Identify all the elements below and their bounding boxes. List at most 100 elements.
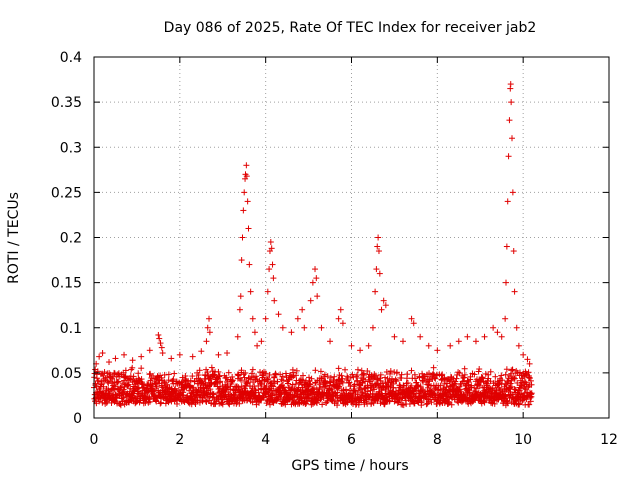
data-point-marker (99, 350, 106, 357)
data-point-marker (243, 173, 250, 180)
data-point-marker (101, 369, 108, 376)
data-point-marker (254, 342, 261, 349)
data-point-marker (386, 398, 393, 405)
data-point-marker (383, 369, 390, 376)
data-point-marker (157, 340, 164, 347)
data-point-marker (375, 248, 382, 255)
data-point-marker (509, 366, 516, 373)
data-point-marker (168, 355, 175, 362)
data-point-marker (373, 266, 380, 273)
data-point-marker (129, 364, 136, 371)
data-point-marker (504, 400, 511, 407)
data-point-marker (213, 380, 220, 387)
data-point-marker (196, 367, 203, 374)
data-point-marker (507, 81, 514, 88)
data-point-marker (198, 348, 205, 355)
grid-layer (94, 57, 609, 418)
data-point-marker (241, 385, 248, 392)
data-point-marker (528, 381, 535, 388)
x-tick-labels: 0 2 4 6 8 10 12 (90, 432, 618, 448)
data-point-marker (476, 366, 483, 373)
data-point-marker (238, 367, 245, 374)
y-tick-label: 0.2 (60, 231, 82, 247)
data-point-marker (398, 371, 405, 378)
data-point-marker (266, 266, 273, 273)
x-axis-label: GPS time / hours (291, 458, 408, 474)
data-point-marker (149, 386, 156, 393)
data-point-marker (96, 353, 103, 360)
data-point-marker (460, 374, 467, 381)
data-point-marker (321, 384, 328, 391)
data-point-marker (186, 383, 193, 390)
data-point-marker (424, 381, 431, 388)
data-point-marker (372, 372, 379, 379)
data-point-marker (265, 375, 272, 382)
data-point-marker (387, 368, 394, 375)
data-point-marker (516, 387, 523, 394)
data-point-marker (505, 153, 512, 160)
data-point-marker (189, 373, 196, 380)
data-point-marker (171, 370, 178, 377)
data-point-marker (508, 367, 515, 374)
data-point-marker (138, 353, 145, 360)
data-point-marker (404, 371, 411, 378)
chart-title: Day 086 of 2025, Rate Of TEC Index for r… (164, 20, 537, 36)
data-point-marker (236, 400, 243, 407)
data-point-marker (364, 368, 371, 375)
data-point-marker (526, 360, 533, 367)
data-point-marker (526, 375, 533, 382)
data-point-marker (243, 162, 250, 169)
data-point-marker (158, 344, 165, 351)
data-point-marker (528, 390, 535, 397)
data-point-marker (268, 245, 275, 252)
data-point-marker (151, 388, 158, 395)
data-point-marker (504, 379, 511, 386)
data-point-marker (459, 378, 466, 385)
data-point-marker (130, 373, 137, 380)
data-point-marker (377, 375, 384, 382)
data-point-marker (375, 234, 382, 241)
data-point-marker (124, 382, 131, 389)
data-point-marker (264, 288, 271, 295)
data-point-marker (242, 369, 249, 376)
data-point-marker (425, 382, 432, 389)
data-point-marker (215, 351, 222, 358)
data-point-marker (406, 401, 413, 408)
data-point-marker (404, 380, 411, 387)
data-point-marker (299, 306, 306, 313)
data-point-marker (129, 357, 136, 364)
data-point-marker (503, 366, 510, 373)
data-point-marker (343, 386, 350, 393)
data-point-marker (172, 385, 179, 392)
data-point-marker (347, 374, 354, 381)
data-point-marker (513, 324, 520, 331)
data-point-marker (453, 375, 460, 382)
data-point-marker (334, 389, 341, 396)
data-point-marker (255, 389, 262, 396)
data-point-marker (425, 342, 432, 349)
data-point-marker (269, 261, 276, 268)
data-point-marker (234, 333, 241, 340)
data-point-marker (490, 324, 497, 331)
data-point-marker (270, 275, 277, 282)
data-point-marker (313, 275, 320, 282)
data-point-marker (346, 379, 353, 386)
data-point-marker (448, 401, 455, 408)
data-point-marker (464, 333, 471, 340)
data-point-marker (471, 371, 478, 378)
data-point-marker (499, 377, 506, 384)
data-point-marker (408, 315, 415, 322)
data-point-marker (117, 402, 124, 409)
data-point-marker (400, 338, 406, 345)
data-point-marker (509, 189, 516, 196)
data-point-marker (498, 372, 505, 379)
data-point-marker (338, 378, 345, 385)
data-point-marker (252, 386, 259, 393)
data-point-marker (430, 370, 437, 377)
y-tick-label: 0.3 (60, 140, 82, 156)
data-point-marker (280, 377, 287, 384)
data-point-marker (267, 239, 274, 246)
data-point-marker (245, 225, 252, 232)
data-point-marker (262, 370, 269, 377)
data-point-marker (294, 387, 301, 394)
